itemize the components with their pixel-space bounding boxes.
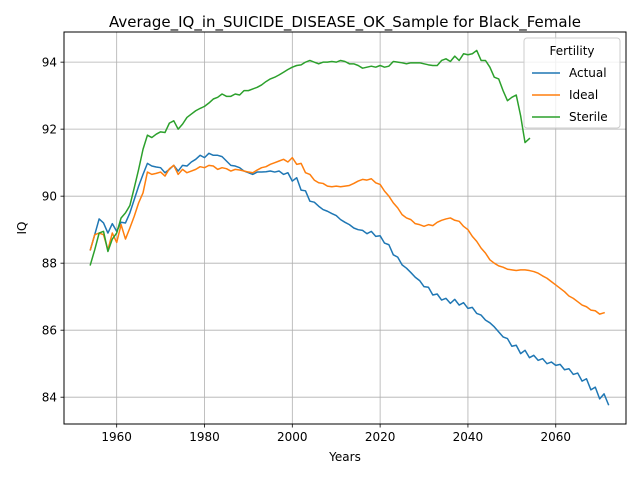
y-tick-label: 94 [42,56,57,70]
y-axis-label: IQ [15,222,29,235]
legend-box [523,37,621,129]
y-tick-label: 88 [42,257,57,271]
plot-frame [63,31,627,425]
y-tick-label: 92 [42,123,57,137]
x-tick-label: 2040 [453,430,484,444]
series-line-actual [89,152,610,406]
y-tick-label: 90 [42,190,57,204]
legend-label-sterile: Sterile [569,110,608,124]
x-axis-label: Years [328,450,361,464]
x-tick-label: 1980 [189,430,220,444]
grid [64,32,626,424]
series-line-ideal [89,156,605,315]
y-tick-label: 86 [42,324,57,338]
legend-label-actual: Actual [569,66,607,80]
series-lines [89,49,610,406]
x-tick-label: 2000 [277,430,308,444]
x-tick-label: 2020 [365,430,396,444]
x-tick-label: 1960 [101,430,132,444]
legend-label-ideal: Ideal [569,88,598,102]
legend: Fertility Actual Ideal Sterile [523,37,621,129]
legend-title: Fertility [549,44,594,58]
chart-title: Average_IQ_in_SUICIDE_DISEASE_OK_Sample … [109,13,581,32]
legend-items: Actual Ideal Sterile [532,66,608,124]
y-tick-label: 84 [42,391,57,405]
series-line-sterile [89,49,531,266]
axis-ticks: 1960 1980 2000 2020 2040 2060 84 86 88 90 92 94 [42,56,571,444]
x-tick-label: 2060 [540,430,571,444]
